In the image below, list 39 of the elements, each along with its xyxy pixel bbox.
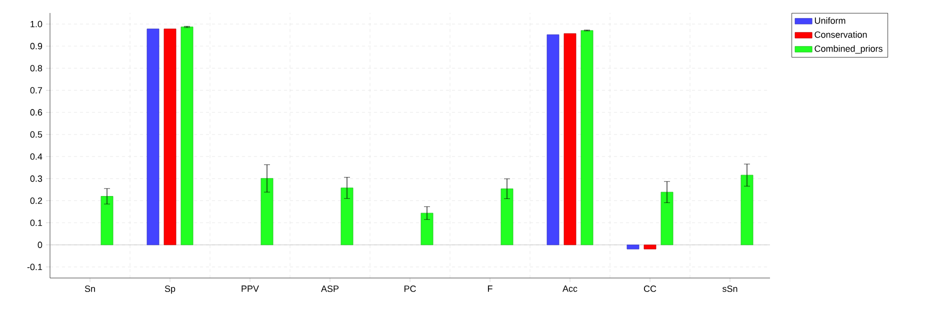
bar (580, 30, 594, 246)
legend-label: Uniform (814, 17, 846, 24)
bar (260, 178, 274, 246)
x-tick-label: Sn (84, 286, 95, 292)
y-tick-label: 0.1 (30, 220, 42, 226)
y-tick-label: -0.1 (27, 264, 42, 270)
bar (564, 33, 576, 246)
bar (340, 188, 354, 246)
bar (420, 212, 434, 246)
x-tick-label: PPV (242, 286, 259, 292)
bar (626, 244, 640, 250)
x-tick-label: Acc (562, 286, 578, 292)
x-tick-label: F (488, 286, 492, 292)
bar (546, 34, 560, 246)
bar (180, 26, 194, 246)
y-tick-label: 0.2 (30, 198, 42, 204)
y-tick-label: 1.0 (30, 20, 42, 28)
y-tick-label: 0.6 (30, 109, 42, 116)
legend-label: Conservation (814, 31, 867, 38)
bar (660, 192, 674, 246)
bar (500, 188, 514, 246)
y-tick-label: 0 (38, 242, 42, 248)
y-tick-label: 0.4 (30, 153, 42, 160)
x-tick-label: Sp (164, 286, 176, 294)
bar (740, 174, 754, 246)
y-tick-label: 0.7 (30, 87, 42, 94)
y-tick-label: 0.3 (30, 175, 42, 182)
x-tick-label: sSn (722, 286, 738, 292)
x-tick-label: ASP (321, 286, 339, 292)
x-tick-label: PC (404, 286, 416, 292)
bar (164, 28, 176, 246)
bar (644, 244, 656, 250)
y-tick-label: 0.9 (30, 42, 42, 50)
x-tick-label: CC (644, 286, 656, 292)
bar (100, 196, 114, 246)
bar (146, 28, 160, 246)
y-tick-label: 0.5 (30, 131, 42, 138)
legend-label: Combined_priors (814, 45, 882, 54)
y-tick-label: 0.8 (30, 65, 42, 72)
